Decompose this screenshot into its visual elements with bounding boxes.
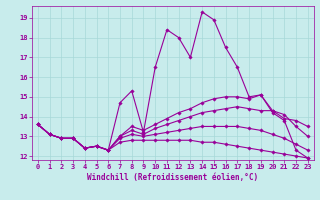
X-axis label: Windchill (Refroidissement éolien,°C): Windchill (Refroidissement éolien,°C) — [87, 173, 258, 182]
